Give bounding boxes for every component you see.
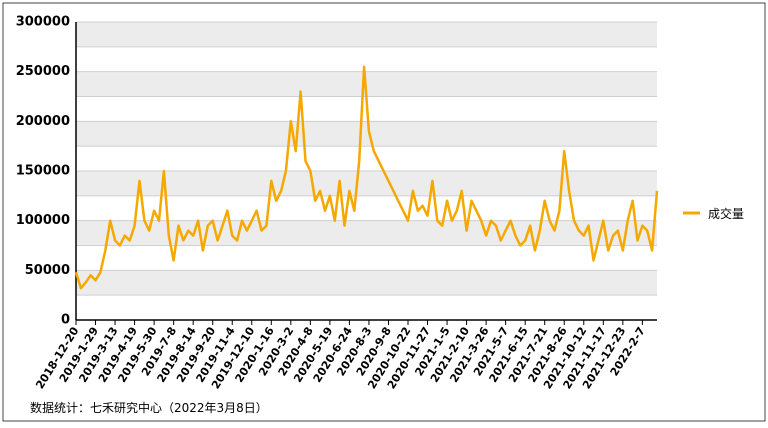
y-tick-label: 200000: [16, 114, 70, 129]
y-tick-label: 150000: [16, 164, 70, 179]
source-note: 数据统计：七禾研究中心（2022年3月8日）: [30, 400, 268, 415]
y-tick-label: 250000: [16, 64, 70, 79]
grid-band: [76, 270, 657, 296]
y-tick-label: 0: [61, 313, 70, 328]
y-tick-label: 50000: [25, 263, 70, 278]
grid-band: [76, 121, 657, 147]
legend-label: 成交量: [708, 206, 744, 221]
y-tick-label: 300000: [16, 15, 70, 30]
grid-band: [76, 220, 657, 246]
series-line: [74, 65, 659, 290]
grid-band: [76, 22, 657, 47]
y-tick-label: 100000: [16, 213, 70, 228]
